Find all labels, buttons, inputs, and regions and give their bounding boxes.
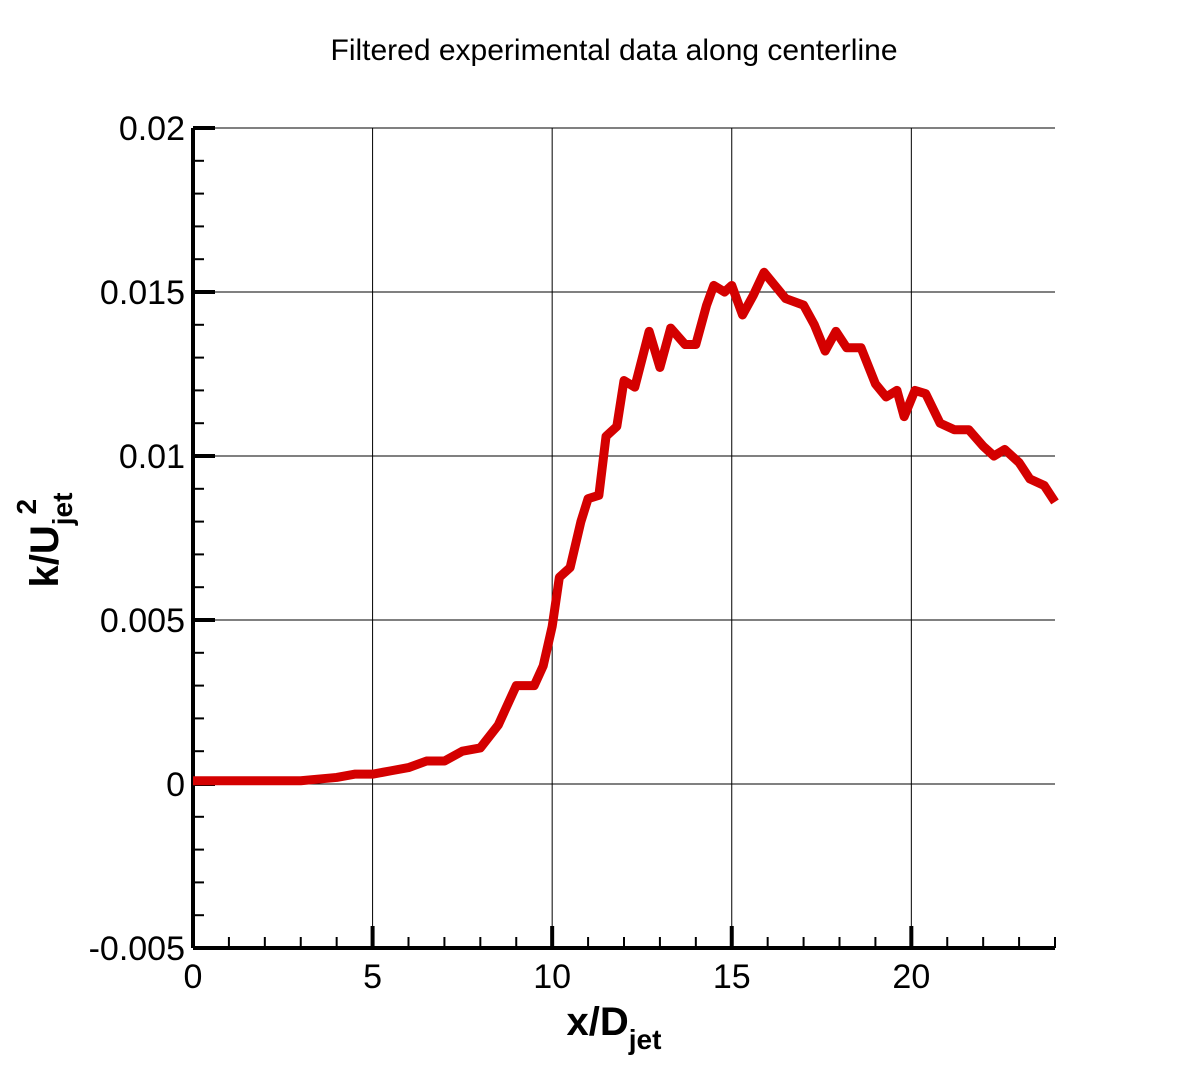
y-tick-label: 0.01: [119, 438, 185, 476]
chart-title: Filtered experimental data along centerl…: [331, 34, 898, 67]
y-label-main: k/U: [23, 525, 67, 587]
data-line: [193, 267, 1059, 786]
y-tick-label: 0.005: [100, 602, 185, 640]
x-tick-label: 10: [533, 958, 571, 996]
y-label-sup: 2: [11, 499, 42, 515]
y-axis-label: k/Ujet 2: [11, 493, 78, 588]
x-label-sub: jet: [628, 1024, 662, 1055]
x-tick-label: 0: [184, 958, 203, 996]
x-label-main: x/D: [567, 1000, 629, 1044]
y-label-sub: jet: [47, 493, 78, 527]
x-tick-label: 15: [713, 958, 751, 996]
y-tick-label: 0: [166, 766, 185, 804]
x-axis-label: x/Djet: [567, 1000, 662, 1055]
y-tick-label: 0.02: [119, 110, 185, 148]
x-tick-label: 20: [892, 958, 930, 996]
x-tick-label: 5: [363, 958, 382, 996]
y-tick-label: -0.005: [89, 930, 185, 968]
y-tick-label: 0.015: [100, 274, 185, 312]
